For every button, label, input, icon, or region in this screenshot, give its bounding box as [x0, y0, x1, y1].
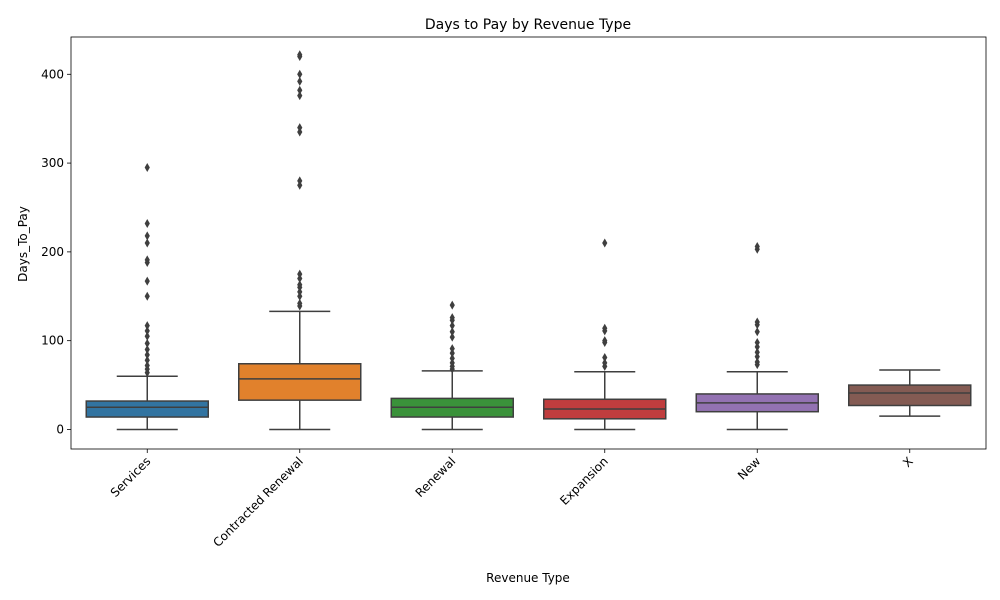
- outlier-point: [144, 355, 150, 365]
- box-group: [848, 369, 972, 417]
- outlier-point: [602, 323, 608, 333]
- outlier-point: [449, 300, 455, 310]
- outlier-point: [144, 338, 150, 348]
- outlier-point: [754, 242, 760, 252]
- outlier-point: [144, 163, 150, 173]
- outlier-point: [754, 317, 760, 327]
- outlier-point: [449, 344, 455, 354]
- box-group: [390, 300, 514, 431]
- outlier-point: [449, 313, 455, 323]
- y-axis-label: Days_To_Pay: [16, 206, 30, 282]
- outlier-point: [297, 85, 303, 95]
- box-group: [695, 242, 819, 431]
- outlier-point: [144, 218, 150, 228]
- outlier-point: [754, 327, 760, 337]
- box-group: [543, 238, 667, 431]
- outlier-point: [297, 176, 303, 186]
- outlier-point: [602, 358, 608, 368]
- box-iqr: [848, 384, 972, 407]
- y-tick-label: 0: [56, 422, 64, 436]
- outlier-point: [144, 231, 150, 241]
- outlier-point: [144, 350, 150, 360]
- outlier-point: [297, 280, 303, 290]
- outlier-point: [144, 326, 150, 336]
- outlier-point: [297, 298, 303, 308]
- outlier-point: [297, 123, 303, 133]
- outlier-point: [754, 337, 760, 347]
- y-tick-label: 100: [41, 334, 64, 348]
- outlier-point: [449, 332, 455, 342]
- box-group: [238, 50, 362, 431]
- outlier-point: [144, 276, 150, 286]
- outlier-point: [297, 269, 303, 279]
- axes-frame: [70, 36, 987, 450]
- outlier-point: [144, 291, 150, 301]
- outlier-point: [297, 69, 303, 79]
- outlier-point: [144, 331, 150, 341]
- outlier-point: [297, 91, 303, 101]
- outlier-point: [602, 353, 608, 363]
- outlier-point: [754, 357, 760, 367]
- outlier-point: [144, 345, 150, 355]
- y-tick-label: 200: [41, 245, 64, 259]
- x-axis-label: Revenue Type: [486, 571, 570, 585]
- outlier-point: [297, 76, 303, 86]
- y-tick-label: 400: [41, 67, 64, 81]
- outlier-point: [144, 255, 150, 265]
- outlier-point: [449, 321, 455, 331]
- outlier-point: [602, 238, 608, 248]
- outlier-point: [449, 353, 455, 363]
- box-iqr: [238, 363, 362, 401]
- outlier-point: [144, 238, 150, 248]
- chart-title: Days to Pay by Revenue Type: [425, 17, 631, 33]
- plot-area: [85, 50, 972, 431]
- outlier-point: [144, 321, 150, 331]
- y-tick-label: 300: [41, 156, 64, 170]
- outlier-point: [449, 327, 455, 337]
- box-iqr: [85, 400, 209, 418]
- outlier-point: [144, 361, 150, 371]
- outlier-point: [754, 347, 760, 357]
- y-axis: 0 100 200 300 400: [41, 67, 71, 436]
- box-group: [85, 163, 209, 431]
- outlier-point: [602, 336, 608, 346]
- outlier-point: [297, 50, 303, 60]
